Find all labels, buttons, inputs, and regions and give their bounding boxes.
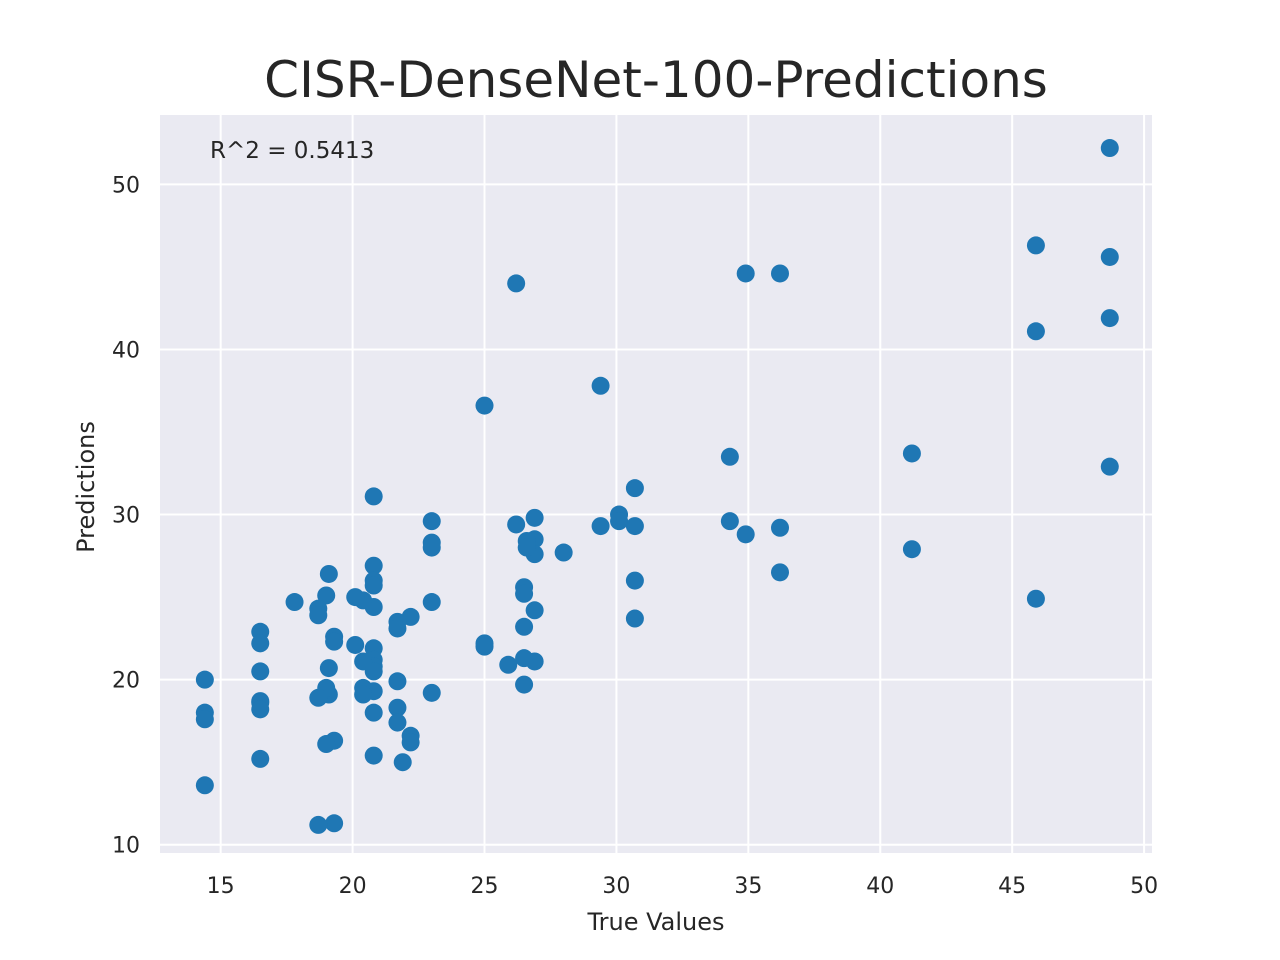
data-point — [309, 688, 328, 707]
data-point — [1026, 322, 1045, 341]
y-tick-label: 30 — [112, 504, 140, 529]
data-point — [422, 593, 441, 612]
data-point — [422, 683, 441, 702]
x-tick-label: 45 — [998, 874, 1026, 899]
data-point — [309, 606, 328, 625]
data-point — [1100, 247, 1119, 266]
data-point — [354, 652, 373, 671]
data-point — [346, 588, 365, 607]
plot-area — [160, 115, 1152, 853]
x-tick-label: 35 — [734, 874, 762, 899]
data-point — [771, 563, 789, 582]
data-point — [364, 703, 383, 722]
y-tick-label: 20 — [112, 669, 140, 694]
data-point — [610, 512, 629, 531]
data-point — [517, 538, 536, 557]
data-point — [364, 746, 383, 765]
data-point — [525, 508, 544, 527]
data-point — [475, 637, 494, 656]
data-point — [393, 753, 412, 772]
grid-lines — [160, 115, 1152, 853]
data-points — [195, 139, 1119, 834]
data-point — [625, 517, 644, 536]
data-point — [515, 675, 534, 694]
data-point — [422, 538, 441, 557]
data-point — [195, 776, 214, 795]
y-tick-label: 40 — [112, 338, 140, 363]
data-point — [195, 710, 214, 729]
data-point — [591, 517, 610, 536]
y-tick-label: 50 — [112, 173, 140, 198]
data-point — [251, 749, 270, 768]
data-point — [285, 593, 304, 612]
data-point — [720, 512, 739, 531]
data-point — [902, 540, 921, 559]
data-point — [346, 635, 365, 654]
x-tick-label: 30 — [602, 874, 630, 899]
x-tick-label: 15 — [207, 874, 235, 899]
data-point — [251, 700, 270, 719]
data-point — [736, 264, 755, 283]
x-tick-label: 50 — [1130, 874, 1158, 899]
data-point — [388, 619, 407, 638]
data-point — [515, 617, 534, 636]
x-tick-label: 40 — [866, 874, 894, 899]
data-point — [625, 571, 644, 590]
data-point — [195, 670, 214, 689]
data-point — [475, 396, 494, 415]
data-point — [902, 444, 921, 463]
data-point — [554, 543, 573, 562]
data-point — [251, 634, 270, 653]
data-point — [625, 609, 644, 628]
y-tick-label: 10 — [112, 834, 140, 859]
data-point — [1100, 139, 1119, 158]
data-point — [319, 659, 338, 678]
data-point — [388, 698, 407, 717]
data-point — [388, 713, 407, 732]
y-axis-label: Predictions — [72, 421, 100, 553]
data-point — [499, 655, 518, 674]
data-point — [720, 447, 739, 466]
data-point — [1100, 457, 1119, 476]
data-point — [401, 733, 420, 752]
data-point — [591, 376, 610, 395]
data-point — [251, 662, 270, 681]
data-point — [771, 264, 789, 283]
data-point — [325, 632, 344, 651]
r-squared-annotation: R^2 = 0.5413 — [210, 138, 374, 164]
data-point — [771, 518, 789, 537]
data-point — [422, 512, 441, 531]
data-point — [319, 564, 338, 583]
data-point — [309, 815, 328, 834]
data-point — [364, 576, 383, 595]
data-point — [1026, 589, 1045, 608]
x-tick-label: 20 — [339, 874, 367, 899]
data-point — [625, 479, 644, 498]
data-point — [364, 487, 383, 506]
data-point — [515, 584, 534, 603]
y-tick-labels: 10 20 30 40 50 — [112, 173, 140, 858]
data-point — [317, 586, 336, 605]
data-point — [325, 814, 344, 833]
chart-title: CISR-DenseNet-100-Predictions — [264, 51, 1048, 109]
x-tick-label: 25 — [471, 874, 499, 899]
data-point — [736, 525, 755, 544]
data-point — [525, 601, 544, 620]
data-point — [388, 672, 407, 691]
data-point — [515, 649, 534, 668]
data-point — [364, 556, 383, 575]
data-point — [317, 735, 336, 754]
x-axis-label: True Values — [586, 908, 724, 936]
data-point — [507, 274, 526, 293]
x-tick-labels: 15 20 25 30 35 40 45 50 — [207, 874, 1158, 899]
data-point — [507, 515, 526, 534]
data-point — [1100, 309, 1119, 328]
data-point — [1026, 236, 1045, 255]
data-point — [354, 685, 373, 704]
